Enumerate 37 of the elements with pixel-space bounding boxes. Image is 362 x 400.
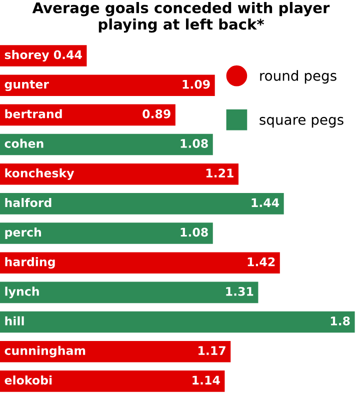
bar xyxy=(0,282,258,304)
bar xyxy=(0,222,213,244)
y-tick-label: hill xyxy=(5,316,24,326)
data-label: 1.09 xyxy=(182,80,210,89)
y-tick-label: lynch xyxy=(5,286,39,298)
data-label: 0.44 xyxy=(54,50,82,60)
data-label: 0.89 xyxy=(142,109,170,118)
bar xyxy=(0,340,231,362)
y-tick-label: cunningham xyxy=(4,346,86,358)
bar xyxy=(0,252,280,274)
data-label: 1.17 xyxy=(198,346,226,355)
y-tick-label: bertrand xyxy=(5,109,62,118)
y-tick-label: konchesky xyxy=(5,168,74,180)
y-tick-label: cohen xyxy=(4,138,44,148)
legend-label: square pegs xyxy=(260,116,344,128)
y-tick-label: gunter xyxy=(4,80,49,92)
bar xyxy=(0,311,355,333)
chart-title: Average goals conceded with player playing at left back* xyxy=(32,2,330,33)
bar xyxy=(0,134,213,156)
y-tick-label: perch xyxy=(5,228,42,239)
bar xyxy=(0,74,215,96)
data-label: 1.42 xyxy=(248,257,275,266)
legend-label: round pegs xyxy=(260,70,336,84)
bar xyxy=(0,193,284,214)
y-tick-label: harding xyxy=(5,257,55,269)
bar xyxy=(0,163,238,185)
data-label: 1.14 xyxy=(192,376,220,384)
y-tick-label: shorey xyxy=(4,50,50,62)
data-label: 1.08 xyxy=(180,139,208,148)
data-label: 1.44 xyxy=(252,198,280,207)
data-label: 1.31 xyxy=(226,286,254,296)
data-label: 1.08 xyxy=(180,228,208,237)
data-label: 1.8 xyxy=(330,316,350,326)
y-tick-label: elokobi xyxy=(4,375,52,385)
data-label: 1.21 xyxy=(206,168,234,178)
y-tick-label: halford xyxy=(5,198,52,208)
bar xyxy=(0,370,225,392)
